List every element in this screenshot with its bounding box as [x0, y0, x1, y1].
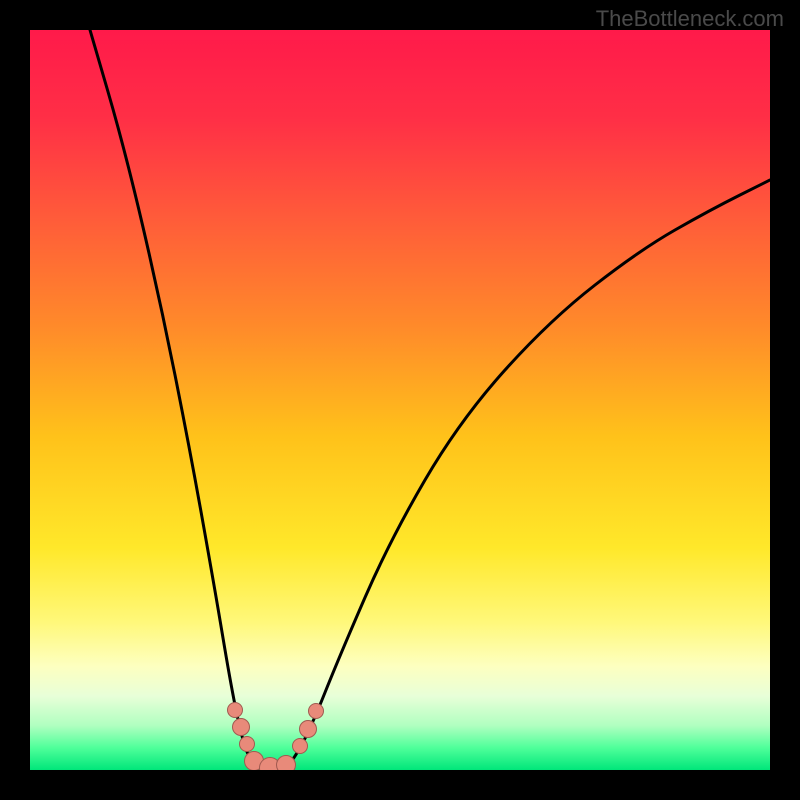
data-marker	[308, 703, 324, 719]
data-marker	[276, 755, 296, 770]
bottleneck-curve	[30, 30, 770, 770]
data-marker	[292, 738, 308, 754]
data-marker	[299, 720, 317, 738]
data-marker	[232, 718, 250, 736]
plot-area	[30, 30, 770, 770]
watermark: TheBottleneck.com	[596, 6, 784, 32]
data-marker	[239, 736, 255, 752]
data-marker	[227, 702, 243, 718]
